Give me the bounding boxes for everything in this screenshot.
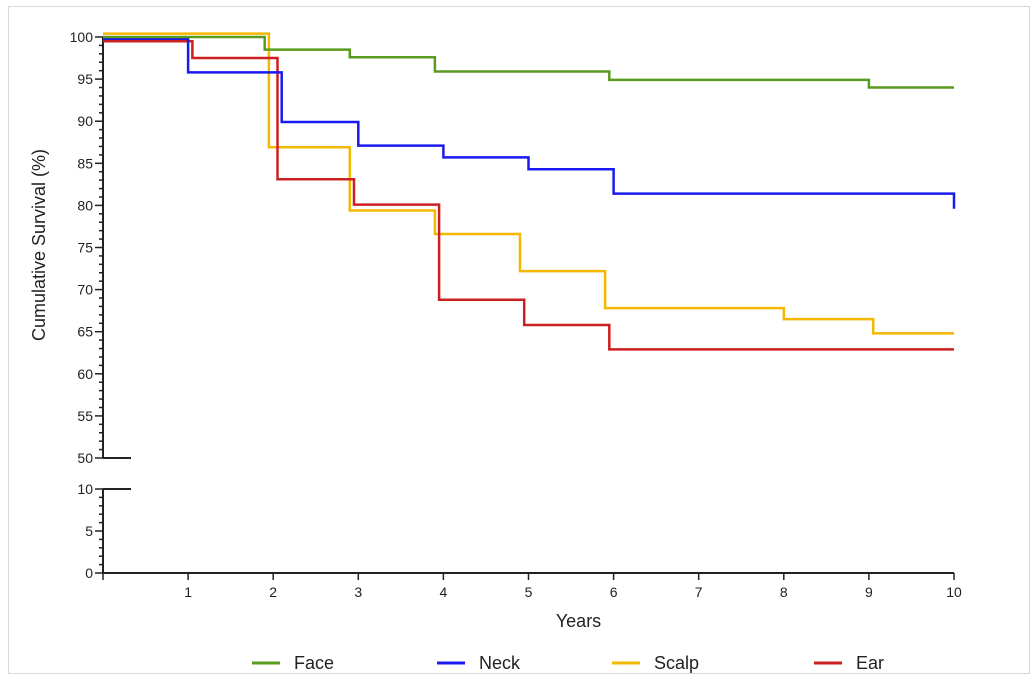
x-tick-label: 9 <box>865 584 873 600</box>
chart-panel: 50 55 60 65 70 75 80 85 90 95 100 0 5 10 1 2 3 4 5 6 7 8 9 10 Y… <box>8 6 1030 674</box>
y-tick-label: 85 <box>77 155 93 171</box>
x-axis-title: Years <box>556 611 601 631</box>
x-tick-label: 3 <box>354 584 362 600</box>
series-line-neck <box>103 37 956 209</box>
x-tick-label: 5 <box>525 584 533 600</box>
x-tick-label: 7 <box>695 584 703 600</box>
x-tick-label: 1 <box>184 584 192 600</box>
y-tick-label: 100 <box>70 29 94 45</box>
y-axis-title: Cumulative Survival (%) <box>29 149 49 341</box>
legend-label-ear: Ear <box>856 653 884 673</box>
y-tick-label: 50 <box>77 450 93 466</box>
y-tick-label: 0 <box>85 565 93 581</box>
x-tick-label: 8 <box>780 584 788 600</box>
x-tick-label: 10 <box>946 584 962 600</box>
y-tick-label: 80 <box>77 197 93 213</box>
series-lines <box>103 32 956 351</box>
survival-chart: 50 55 60 65 70 75 80 85 90 95 100 0 5 10 1 2 3 4 5 6 7 8 9 10 Y… <box>29 29 962 673</box>
x-tick-label: 2 <box>269 584 277 600</box>
legend: Face Neck Scalp Ear <box>252 653 884 673</box>
x-tick-label: 6 <box>610 584 618 600</box>
legend-label-neck: Neck <box>479 653 521 673</box>
axes: 50 55 60 65 70 75 80 85 90 95 100 0 5 10 1 2 3 4 5 6 7 8 9 10 <box>70 29 962 600</box>
y-tick-label: 70 <box>77 282 93 298</box>
y-tick-label: 55 <box>77 408 93 424</box>
x-tick-label: 4 <box>440 584 448 600</box>
y-tick-label: 60 <box>77 366 93 382</box>
y-tick-label: 10 <box>77 481 93 497</box>
legend-label-face: Face <box>294 653 334 673</box>
y-tick-label: 90 <box>77 113 93 129</box>
series-line-face <box>103 35 954 89</box>
series-line-ear <box>103 39 954 351</box>
y-tick-label: 95 <box>77 71 93 87</box>
y-tick-label: 75 <box>77 240 93 256</box>
y-tick-label: 5 <box>85 523 93 539</box>
series-line-scalp <box>103 32 954 335</box>
y-tick-label: 65 <box>77 324 93 340</box>
legend-label-scalp: Scalp <box>654 653 699 673</box>
